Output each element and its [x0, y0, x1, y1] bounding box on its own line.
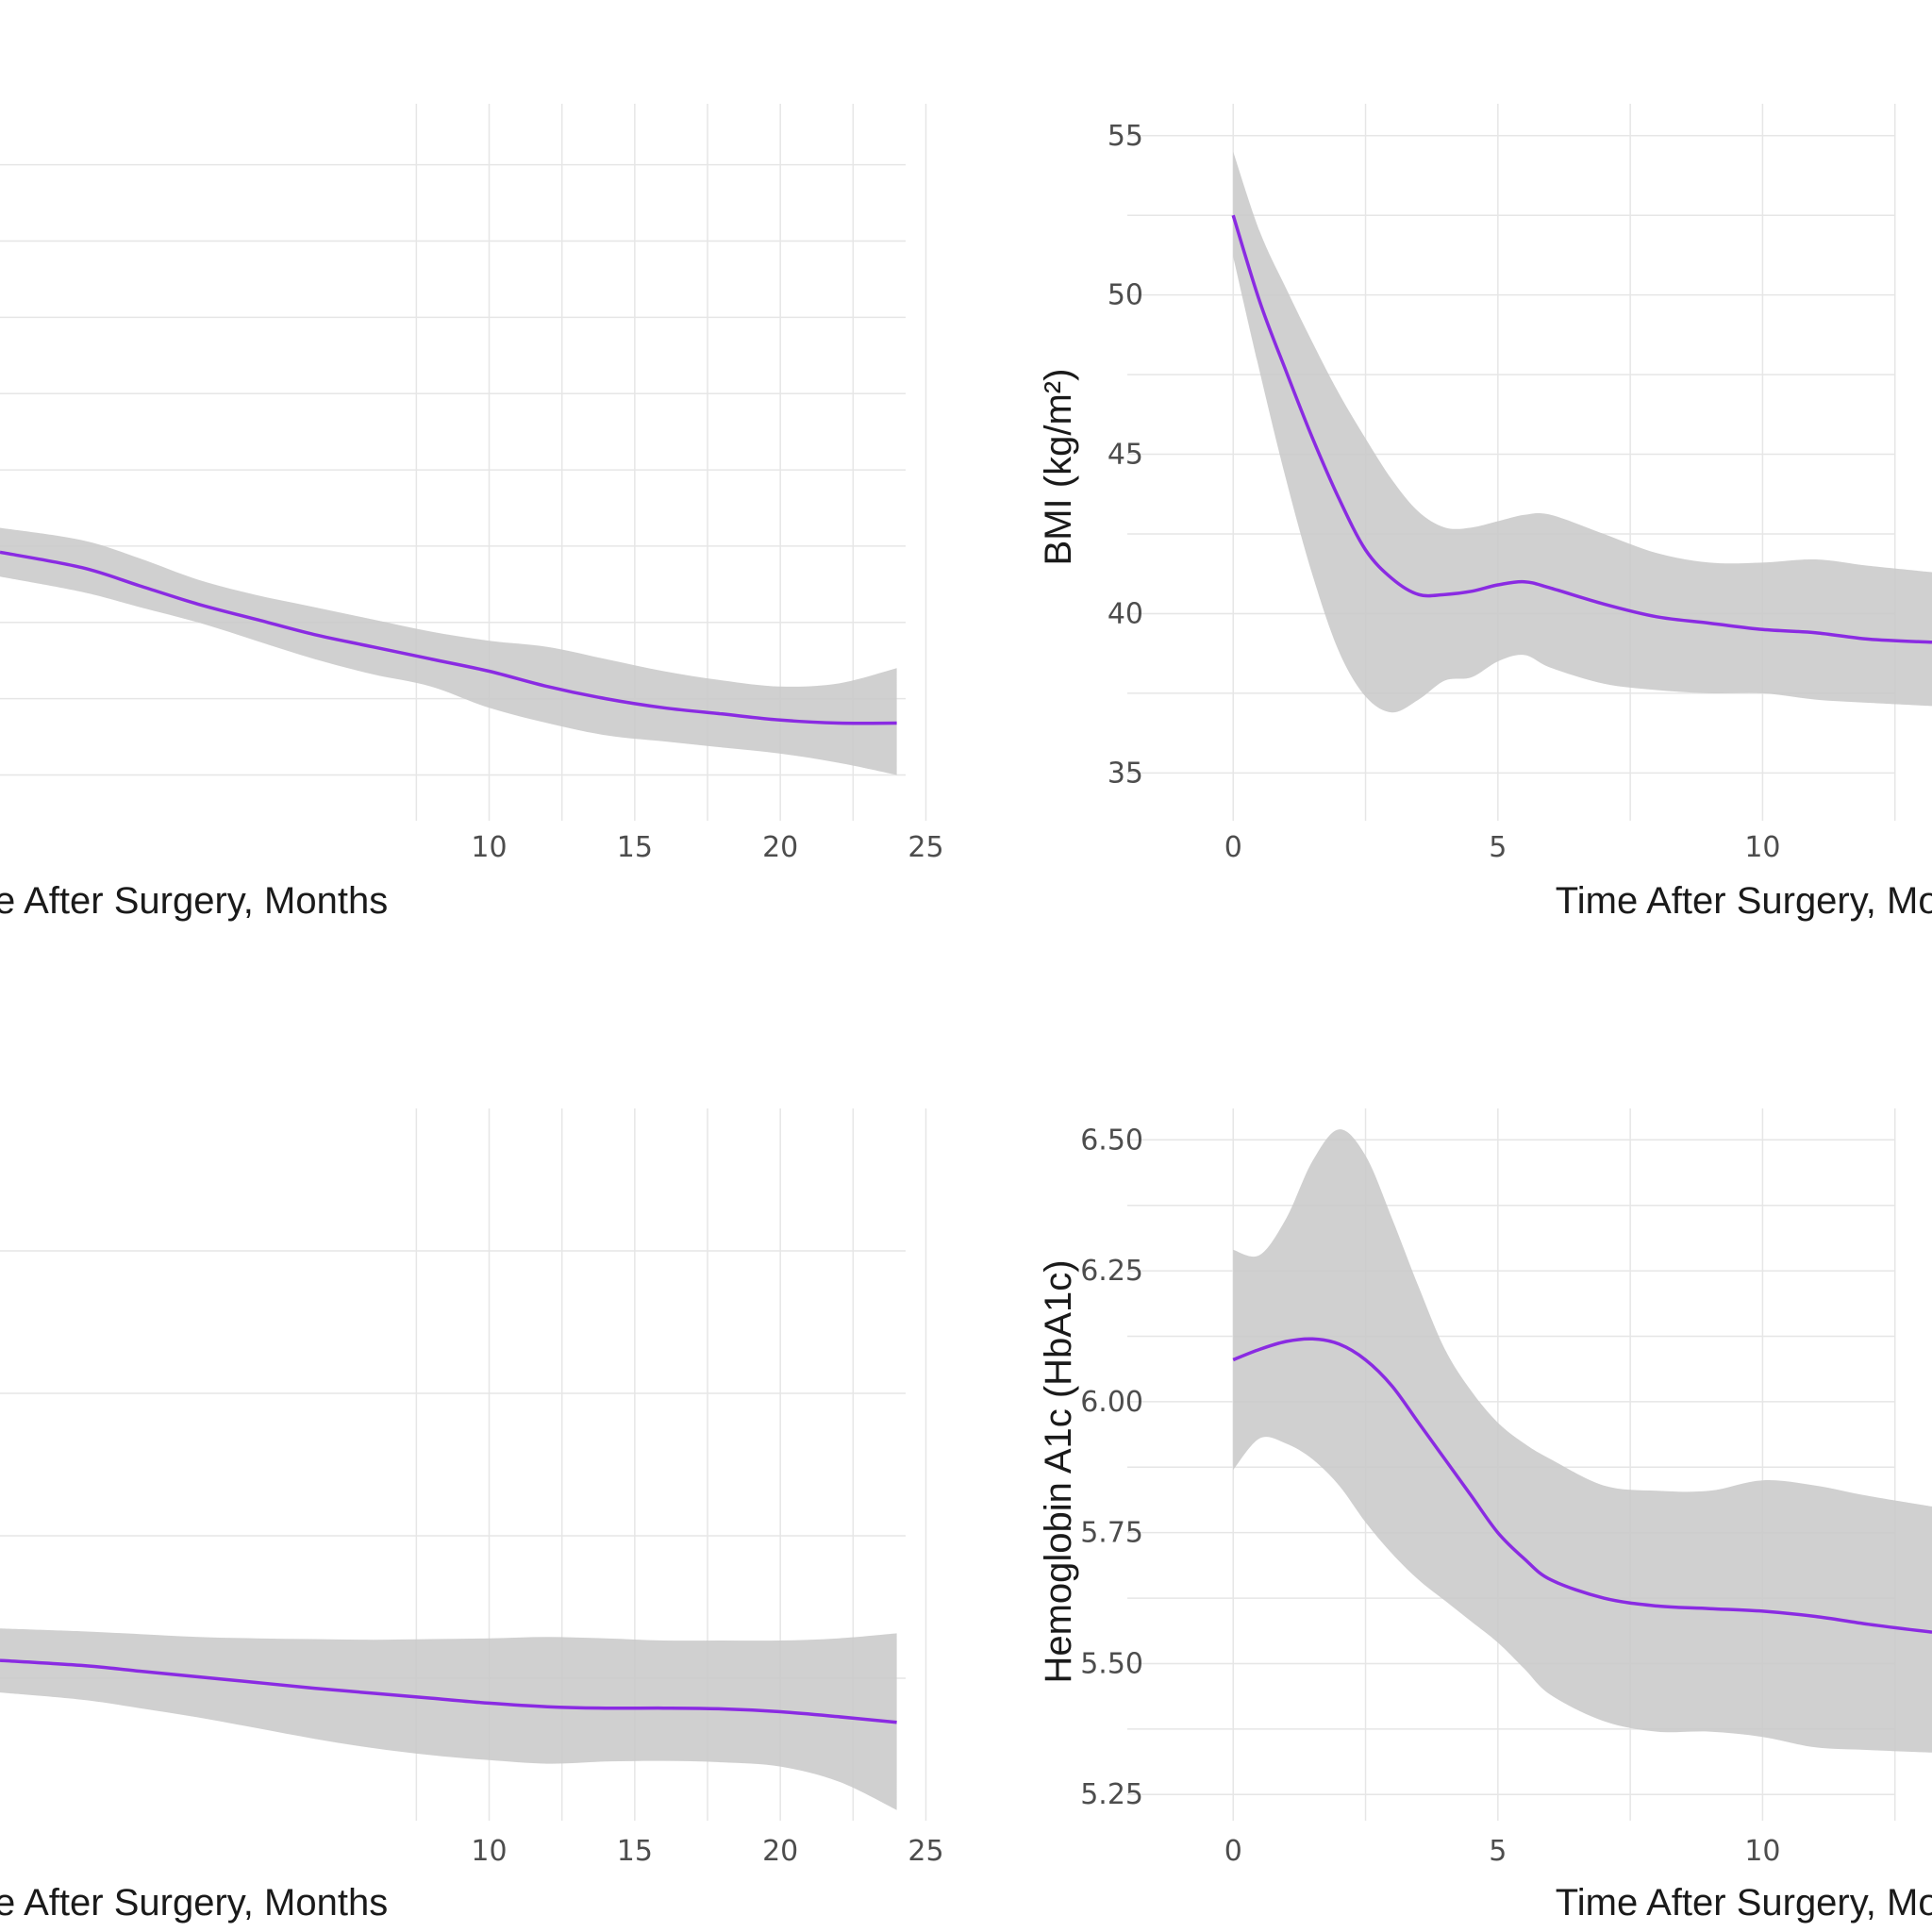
x-axis-title: Time After Surgery, Months: [1556, 1882, 1932, 1924]
y-tick-label: 50: [1108, 279, 1143, 312]
panel-top-left: 10 15 20 25 Time After Surgery, Months: [0, 104, 944, 922]
smooth-fit-line: [1232, 1337, 1932, 1634]
confidence-band: [0, 527, 897, 775]
x-axis-title: Time After Surgery, Months: [1556, 880, 1932, 922]
x-tick-label: 10: [1744, 1835, 1780, 1868]
x-tick-label: 25: [908, 831, 943, 864]
smooth-fit-line: [0, 550, 897, 725]
x-tick-label: 0: [1224, 1835, 1242, 1868]
y-tick-label: 6.50: [1080, 1124, 1143, 1157]
y-tick-label: 55: [1108, 120, 1143, 153]
panel-bottom-left: 10 15 20 25 Time After Surgery, Months: [0, 1108, 944, 1924]
confidence-band: [0, 1628, 897, 1810]
y-tick-label: 5.50: [1080, 1647, 1143, 1680]
x-tick-label: 25: [908, 1835, 943, 1868]
smooth-fit-line: [0, 1658, 897, 1724]
x-tick-label: 0: [1224, 831, 1242, 864]
y-tick-label: 40: [1108, 597, 1143, 630]
x-axis-title: Time After Surgery, Months: [0, 880, 388, 922]
x-tick-label: 10: [471, 831, 507, 864]
y-axis-title: Hemoglobin A1c (HbA1c): [1038, 1259, 1079, 1683]
y-tick-label: 5.75: [1080, 1517, 1143, 1550]
x-tick-label: 20: [762, 831, 798, 864]
x-tick-label: 5: [1489, 831, 1507, 864]
y-tick-label: 6.25: [1080, 1255, 1143, 1288]
confidence-band: [1233, 151, 1932, 713]
x-tick-label: 15: [617, 1835, 653, 1868]
x-tick-label: 10: [1744, 831, 1780, 864]
x-tick-label: 5: [1489, 1835, 1507, 1868]
y-tick-label: 45: [1108, 439, 1143, 472]
y-tick-label: 35: [1108, 757, 1143, 790]
x-axis-title: Time After Surgery, Months: [0, 1882, 388, 1924]
smooth-fit-line: [1231, 214, 1932, 644]
x-tick-label: 20: [762, 1835, 798, 1868]
x-tick-label: 15: [617, 831, 653, 864]
x-tick-label: 10: [471, 1835, 507, 1868]
confidence-band: [1233, 1129, 1932, 1753]
y-tick-label: 6.00: [1080, 1386, 1143, 1419]
panel-bottom-right: 0 5 10 5.25 5.50 5.75 6.00 6.25 6.50 Time After S…: [1038, 1108, 1932, 1924]
y-axis-title: BMI (kg/m²): [1038, 369, 1079, 566]
panel-top-right: 0 5 10 35 40 45 50 55 Time After Surgery, Months…: [1038, 104, 1932, 922]
y-tick-label: 5.25: [1080, 1778, 1143, 1811]
